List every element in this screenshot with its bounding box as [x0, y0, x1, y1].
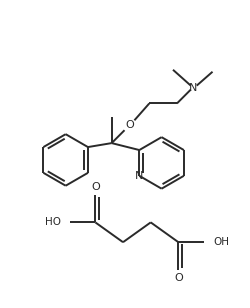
- Text: OH: OH: [213, 237, 229, 247]
- Text: N: N: [188, 83, 197, 93]
- Text: N: N: [135, 171, 143, 181]
- Text: O: O: [125, 120, 134, 130]
- Text: O: O: [174, 273, 183, 283]
- Text: HO: HO: [45, 217, 61, 227]
- Text: O: O: [91, 182, 100, 192]
